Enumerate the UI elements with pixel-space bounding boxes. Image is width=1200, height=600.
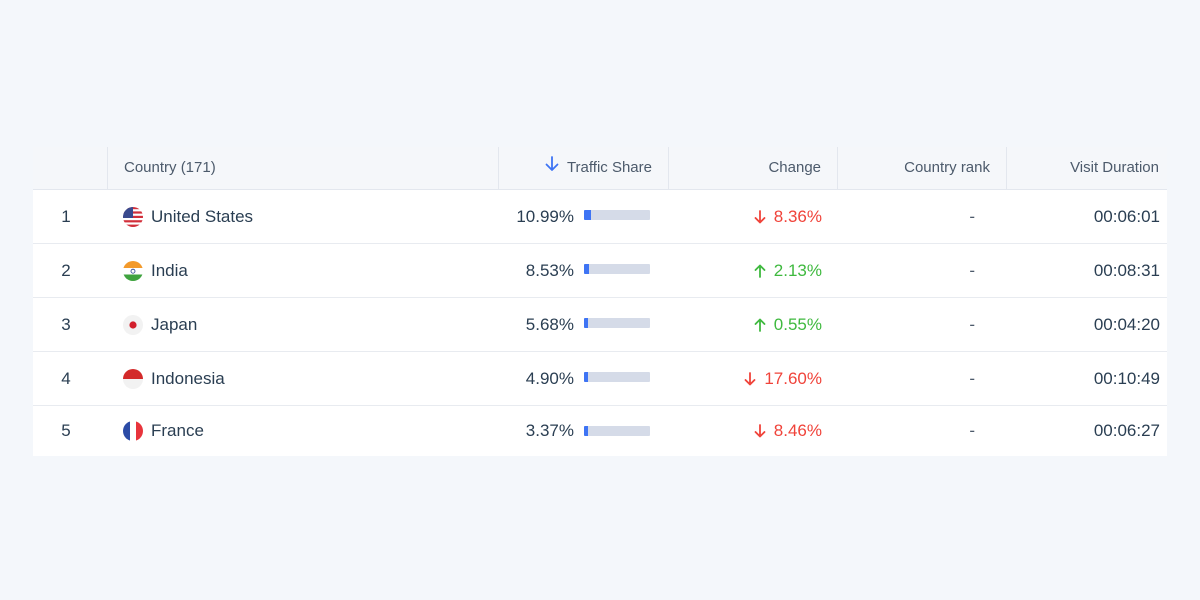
country-rank-cell: - — [969, 421, 975, 440]
change-cell: 8.36% — [668, 190, 822, 243]
country-cell[interactable]: India — [123, 244, 483, 297]
indonesia-flag-icon — [123, 368, 143, 389]
country-cell[interactable]: Indonesia — [123, 352, 483, 405]
visit-duration-cell: 00:04:20 — [1093, 314, 1160, 334]
traffic-share-header-label: Traffic Share — [566, 159, 652, 176]
change-header-label: Change — [768, 159, 821, 176]
france-flag-icon — [123, 421, 143, 441]
traffic-share-bar-fill — [584, 372, 588, 382]
rank-cell: 5 — [61, 421, 71, 440]
traffic-share-value: 4.90% — [525, 368, 574, 388]
country-name[interactable]: Indonesia — [151, 368, 225, 388]
change-value: 8.36% — [773, 206, 822, 226]
change-cell: 8.46% — [668, 406, 822, 456]
traffic-share-value: 8.53% — [525, 260, 574, 280]
change-cell: 2.13% — [668, 244, 822, 297]
table-row[interactable]: 3 Japan 5.68% 0.55% - 00:04:20 — [33, 298, 1167, 352]
arrow-up-icon — [754, 264, 766, 278]
rank-cell: 1 — [61, 206, 71, 226]
arrow-down-icon — [754, 424, 766, 438]
traffic-share-bar — [584, 264, 650, 274]
change-value: 17.60% — [764, 368, 822, 388]
change-cell: 0.55% — [668, 298, 822, 351]
traffic-share-column-header[interactable]: Traffic Share — [498, 147, 668, 189]
visit-duration-cell: 00:08:31 — [1093, 260, 1160, 280]
change-cell: 17.60% — [668, 352, 822, 405]
visit-duration-header-label: Visit Duration — [1070, 159, 1159, 176]
traffic-share-bar — [584, 318, 650, 328]
rank-cell: 2 — [61, 260, 71, 280]
arrow-down-icon — [545, 147, 559, 189]
traffic-share-bar — [584, 372, 650, 382]
traffic-by-country-table: Country (171) Traffic Share Change Count… — [33, 147, 1167, 456]
table-row[interactable]: 1 United States 10.99% 8.36% - 00:06:01 — [33, 190, 1167, 244]
traffic-share-value: 3.37% — [525, 421, 574, 440]
change-value: 2.13% — [773, 260, 822, 280]
table-row[interactable]: 4 Indonesia 4.90% 17.60% - 00:10:49 — [33, 352, 1167, 406]
traffic-share-bar-fill — [584, 318, 588, 328]
rank-header — [33, 147, 107, 189]
japan-flag-icon — [123, 314, 143, 335]
country-rank-cell: - — [969, 206, 975, 226]
arrow-down-icon — [754, 209, 766, 224]
country-cell[interactable]: United States — [123, 190, 483, 243]
country-name[interactable]: France — [151, 421, 204, 440]
traffic-share-bar — [584, 426, 650, 436]
rank-cell: 4 — [61, 368, 71, 388]
traffic-share-bar-fill — [584, 426, 588, 436]
country-rank-cell: - — [969, 368, 975, 388]
country-rank-cell: - — [969, 314, 975, 334]
table-body: 1 United States 10.99% 8.36% - 00:06:01 2 India… — [33, 190, 1167, 456]
table-row[interactable]: 5 France 3.37% 8.46% - 00:06:27 — [33, 406, 1167, 456]
country-name[interactable]: United States — [151, 206, 254, 226]
rank-cell: 3 — [61, 314, 71, 334]
visit-duration-cell: 00:06:01 — [1093, 206, 1160, 226]
country-rank-column-header[interactable]: Country rank — [837, 147, 1006, 189]
country-cell[interactable]: France — [123, 406, 483, 456]
traffic-share-value: 5.68% — [525, 314, 574, 334]
country-name[interactable]: Japan — [151, 314, 198, 334]
visit-duration-cell: 00:10:49 — [1093, 368, 1160, 388]
country-name[interactable]: India — [151, 260, 188, 280]
us-flag-icon — [123, 206, 143, 227]
india-flag-icon — [123, 260, 143, 281]
change-value: 8.46% — [773, 421, 822, 440]
country-header-label: Country (171) — [124, 159, 216, 176]
arrow-down-icon — [744, 371, 756, 386]
arrow-up-icon — [754, 318, 766, 332]
traffic-share-bar-fill — [584, 264, 590, 274]
table-header: Country (171) Traffic Share Change Count… — [33, 147, 1167, 190]
visit-duration-cell: 00:06:27 — [1093, 421, 1160, 440]
change-column-header[interactable]: Change — [668, 147, 837, 189]
country-cell[interactable]: Japan — [123, 298, 483, 351]
country-rank-header-label: Country rank — [904, 159, 990, 176]
table-row[interactable]: 2 India 8.53% 2.13% - 00:08:31 — [33, 244, 1167, 298]
traffic-share-bar — [584, 210, 650, 220]
country-rank-cell: - — [969, 260, 975, 280]
country-column-header[interactable]: Country (171) — [107, 147, 498, 189]
change-value: 0.55% — [773, 314, 822, 334]
visit-duration-column-header[interactable]: Visit Duration — [1006, 147, 1167, 189]
traffic-share-value: 10.99% — [516, 206, 574, 226]
traffic-share-bar-fill — [584, 210, 591, 220]
